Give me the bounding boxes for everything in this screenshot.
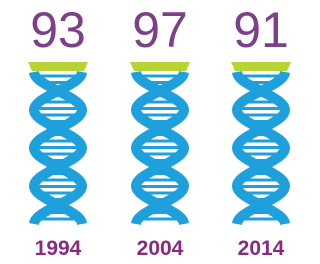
helix-group: 97 2004 [130,2,190,260]
helix-cap [231,62,291,71]
value-label: 91 [233,2,289,58]
value-label: 97 [132,2,188,58]
category-label: 1994 [35,237,82,260]
helix-group: 93 1994 [28,2,88,260]
helix-cap [28,62,88,71]
category-label: 2004 [137,237,184,260]
infographic: 93 1994 97 2004 91 2014 [0,0,319,264]
helix-cap [130,62,190,71]
category-label: 2014 [238,237,285,260]
value-label: 93 [30,2,86,58]
helix-group: 91 2014 [231,2,291,260]
